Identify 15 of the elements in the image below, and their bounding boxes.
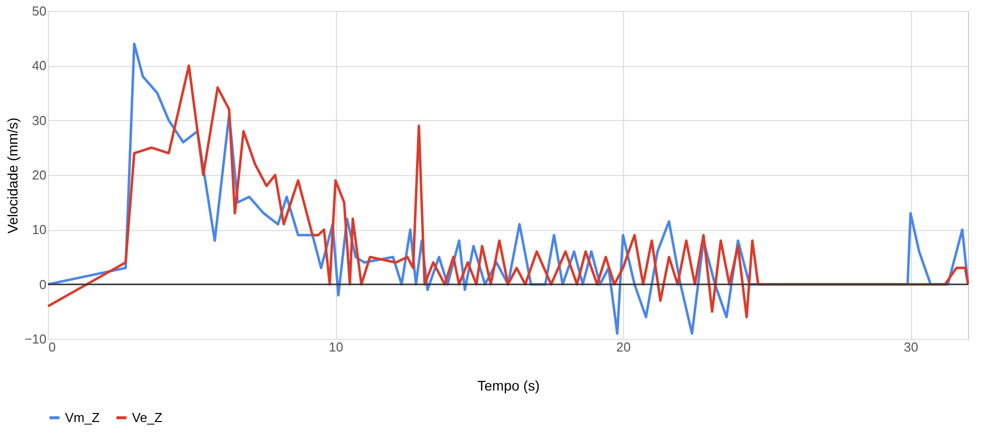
y-axis-title: Velocidade (mm/s) — [4, 118, 20, 234]
x-tick-label: 0 — [48, 340, 56, 354]
x-tick-label: 10 — [328, 340, 344, 354]
y-tick-label: 20 — [32, 168, 46, 182]
legend-label: Ve_Z — [132, 410, 162, 425]
x-axis-title: Tempo (s) — [477, 378, 540, 394]
x-tick-label: 30 — [904, 340, 918, 354]
y-tick-label: 40 — [32, 58, 46, 74]
y-tick-label: 50 — [32, 4, 46, 18]
y-tick-label: 30 — [32, 112, 46, 128]
y-tick-label: 10 — [32, 222, 46, 238]
y-tick-label: −10 — [24, 332, 46, 346]
y-tick-label: 0 — [39, 276, 46, 292]
legend-label: Vm_Z — [65, 410, 100, 425]
x-tick-label: 20 — [616, 340, 631, 354]
